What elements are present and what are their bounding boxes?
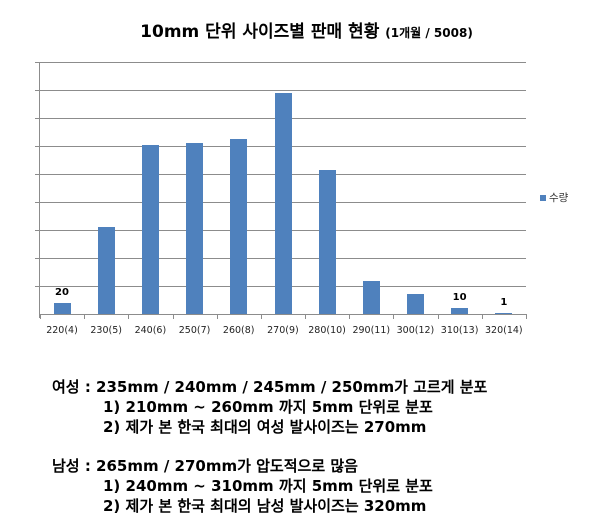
y-tick (35, 90, 40, 91)
x-tick-label: 220(4) (46, 325, 78, 336)
legend-swatch-icon (540, 194, 546, 201)
x-tick-label: 270(9) (267, 325, 299, 336)
y-tick (35, 62, 40, 63)
bar (274, 93, 292, 314)
chart-title-main: 10mm 단위 사이즈별 판매 현황 (140, 22, 380, 42)
x-tick-label: 310(13) (440, 325, 479, 336)
bar (186, 143, 204, 314)
data-label: 20 (55, 286, 69, 298)
legend: 수량 (540, 190, 568, 205)
x-tick-label: 300(12) (396, 325, 435, 336)
x-tick-label: 320(14) (484, 325, 523, 336)
x-tick (437, 314, 439, 319)
male-headline: 남성 : 265mm / 270mm가 압도적으로 많음 (52, 457, 358, 475)
notes-female: 여성 : 235mm / 240mm / 245mm / 250mm가 고르게 … (52, 377, 487, 437)
data-label: 1 (500, 297, 508, 309)
legend-label: 수량 (549, 192, 569, 204)
y-tick (35, 174, 40, 175)
data-label: 10 (452, 292, 467, 304)
y-tick (35, 286, 40, 287)
bar (451, 308, 469, 314)
x-axis (40, 314, 526, 315)
gridline (40, 90, 526, 91)
x-tick-label: 280(10) (308, 325, 346, 336)
bar (407, 294, 425, 314)
y-tick (35, 202, 40, 203)
x-tick (128, 314, 130, 319)
x-tick (481, 314, 483, 319)
male-line-1: 1) 240mm ~ 310mm 까지 5mm 단위로 분포 (103, 477, 433, 495)
female-line-1: 1) 210mm ~ 260mm 까지 5mm 단위로 분포 (103, 398, 433, 416)
x-tick (172, 314, 174, 319)
y-axis (39, 62, 40, 318)
x-tick-label: 250(7) (178, 325, 211, 336)
x-tick (216, 314, 218, 319)
bar (318, 169, 336, 314)
x-tick (305, 314, 307, 319)
plot-area: 220(4) 20 230(5) 240(6) 250(7) 260(8) 270(9) 28… (35, 62, 527, 336)
bar (141, 145, 159, 314)
x-tick-label: 230(5) (90, 325, 122, 336)
y-tick (35, 146, 40, 147)
x-tick (84, 314, 86, 319)
x-tick (260, 314, 262, 319)
y-tick (35, 258, 40, 259)
chart-subtitle: (1개월 / 5008) (385, 26, 473, 40)
x-tick-label: 240(6) (134, 325, 167, 336)
bar (230, 138, 248, 314)
x-tick (393, 314, 395, 319)
x-tick (349, 314, 351, 319)
bar (97, 227, 115, 314)
gridline (40, 62, 526, 63)
bar (495, 313, 513, 314)
bar (362, 280, 380, 314)
female-headline: 여성 : 235mm / 240mm / 245mm / 250mm가 고르게 … (52, 378, 488, 396)
y-tick (35, 230, 40, 231)
x-tick-label: 290(11) (352, 325, 391, 336)
x-tick-label: 260(8) (222, 325, 255, 336)
x-tick (40, 314, 41, 319)
y-tick (35, 118, 40, 119)
male-line-2: 2) 제가 본 한국 최대의 남성 발사이즈는 320mm (103, 497, 427, 515)
female-line-2: 2) 제가 본 한국 최대의 여성 발사이즈는 270mm (103, 418, 427, 436)
x-tick (526, 314, 527, 319)
notes-male: 남성 : 265mm / 270mm가 압도적으로 많음 1) 240mm ~ … (52, 456, 433, 516)
chart-title: 10mm 단위 사이즈별 판매 현황 (1개월 / 5008) (0, 17, 613, 42)
bar (53, 302, 71, 314)
